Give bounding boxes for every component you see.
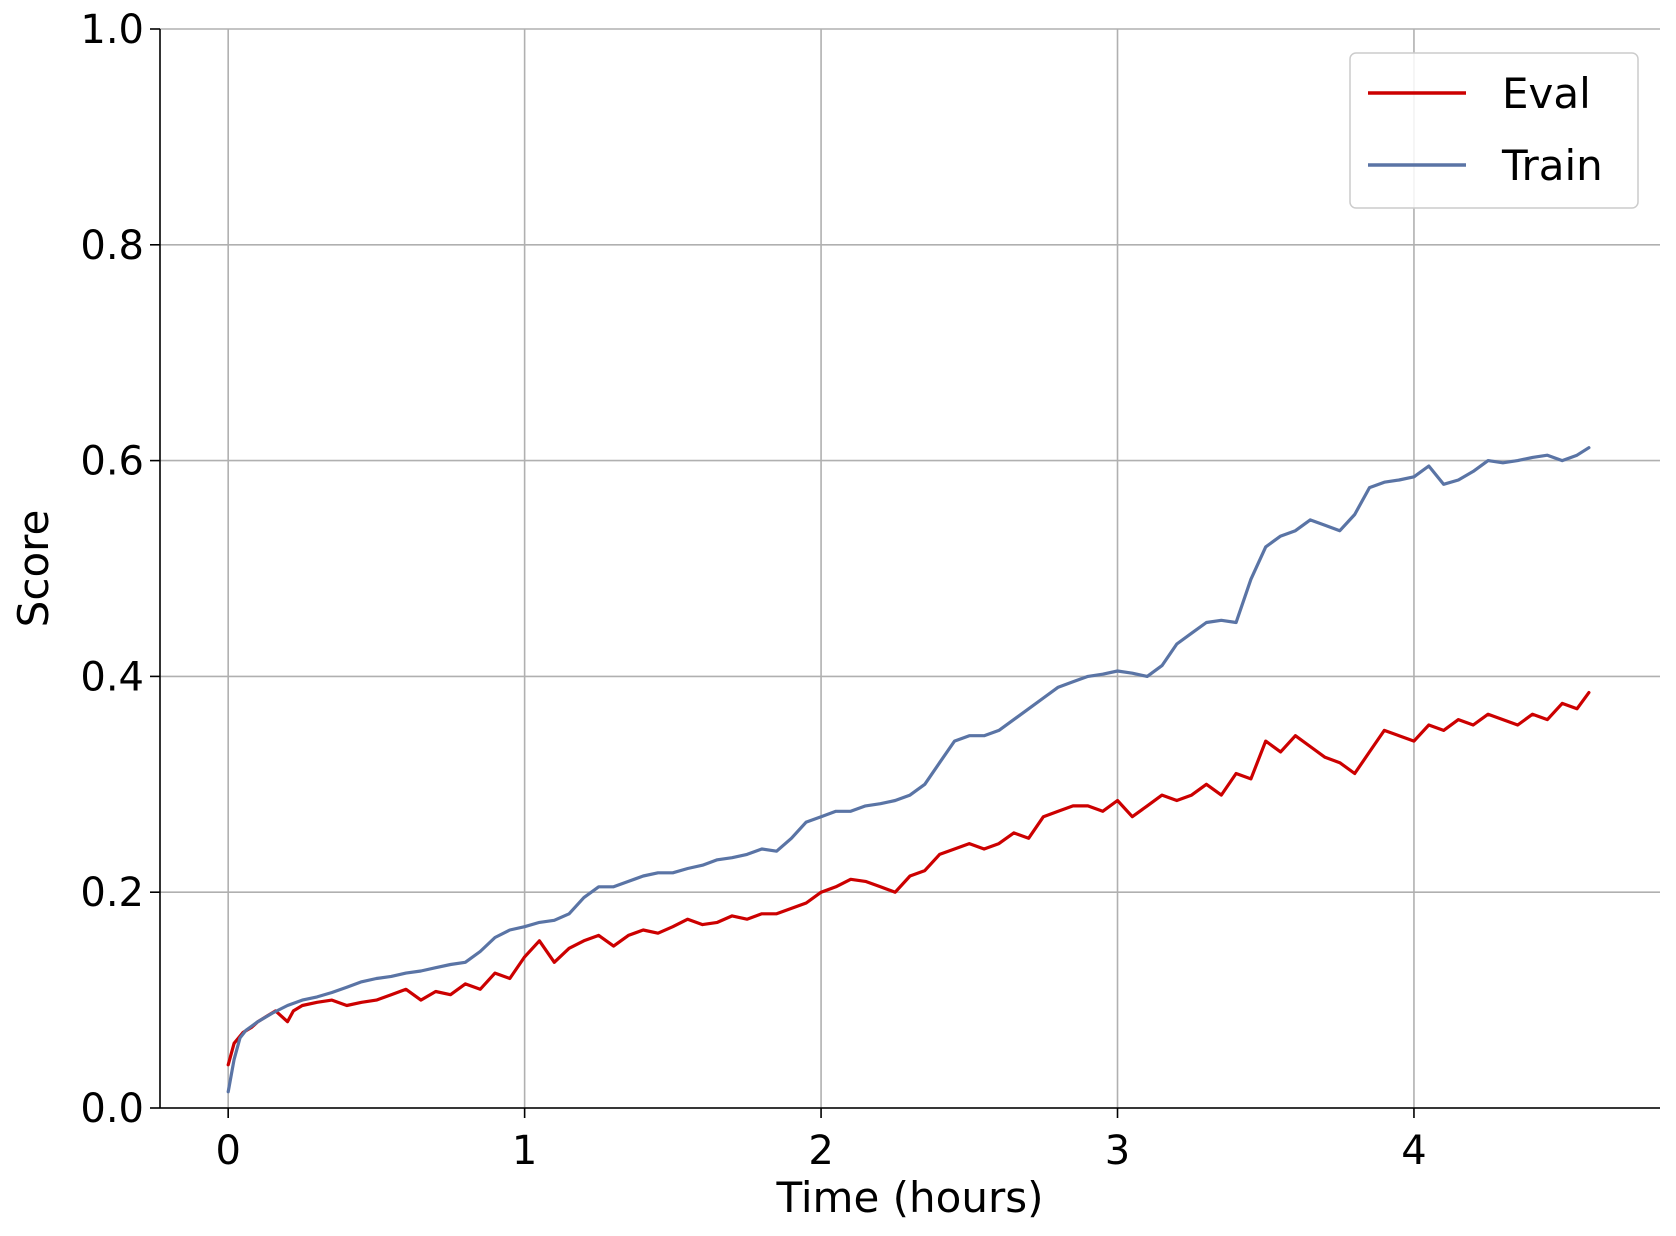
legend: Eval Train <box>1349 52 1639 209</box>
y-axis-title: Score <box>9 510 58 628</box>
x-tick-label: 2 <box>808 1128 833 1174</box>
y-tick-label: 1.0 <box>80 7 144 53</box>
y-tick-label: 0.2 <box>80 870 144 916</box>
legend-label-eval: Eval <box>1502 69 1591 118</box>
y-tick-label: 0.4 <box>80 654 144 700</box>
series-layer <box>226 446 1591 1094</box>
x-tick-label: 4 <box>1401 1128 1426 1174</box>
x-tick-label: 1 <box>512 1128 537 1174</box>
ticks: 0 1 2 3 4 0.0 0.2 0.4 0.6 0.8 1.0 <box>80 7 1426 1174</box>
x-tick-label: 0 <box>215 1128 240 1174</box>
x-axis-title: Time (hours) <box>776 1173 1044 1222</box>
legend-label-train: Train <box>1501 141 1603 190</box>
y-tick-label: 0.6 <box>80 439 144 485</box>
y-tick-label: 0.0 <box>80 1086 144 1132</box>
axes <box>159 29 1660 1109</box>
grid <box>160 28 1660 1109</box>
series-line-train <box>226 446 1591 1094</box>
x-tick-label: 3 <box>1105 1128 1130 1174</box>
y-tick-label: 0.8 <box>80 223 144 269</box>
series-line-eval <box>226 691 1591 1067</box>
